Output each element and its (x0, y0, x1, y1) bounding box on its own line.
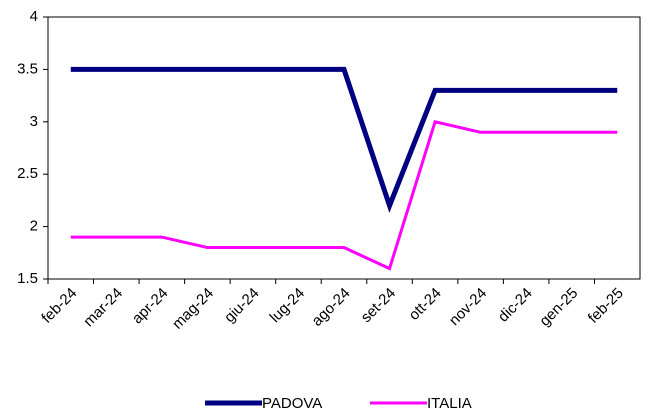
y-tick-label: 1.5 (17, 270, 38, 287)
x-tick-label: giu-24 (221, 285, 263, 327)
legend-label: PADOVA (262, 395, 322, 412)
line-series (70, 66, 618, 213)
y-tick-label: 2 (30, 218, 38, 235)
x-tick-label: feb-25 (585, 285, 627, 327)
y-tick-label: 3 (30, 113, 38, 130)
x-tick-label: nov-24 (446, 285, 490, 329)
line-series (70, 120, 618, 271)
x-tick-label: mag-24 (169, 285, 217, 333)
plot-area (47, 16, 641, 280)
y-tick-label: 3.5 (17, 60, 38, 77)
y-tick-label: 2.5 (17, 165, 38, 182)
x-tick-label: ott-24 (406, 285, 445, 324)
x-tick-label: mar-24 (80, 285, 126, 331)
x-tick-label: ago-24 (309, 285, 354, 330)
x-tick-label: apr-24 (129, 285, 172, 328)
legend-label: ITALIA (427, 395, 472, 412)
y-tick-label: 4 (30, 8, 38, 25)
x-tick-label: lug-24 (267, 285, 309, 327)
x-tick-label: set-24 (358, 285, 400, 327)
x-tick-label: dic-24 (495, 285, 536, 326)
x-tick-label: gen-25 (536, 285, 581, 330)
x-tick-label: feb-24 (38, 285, 80, 327)
